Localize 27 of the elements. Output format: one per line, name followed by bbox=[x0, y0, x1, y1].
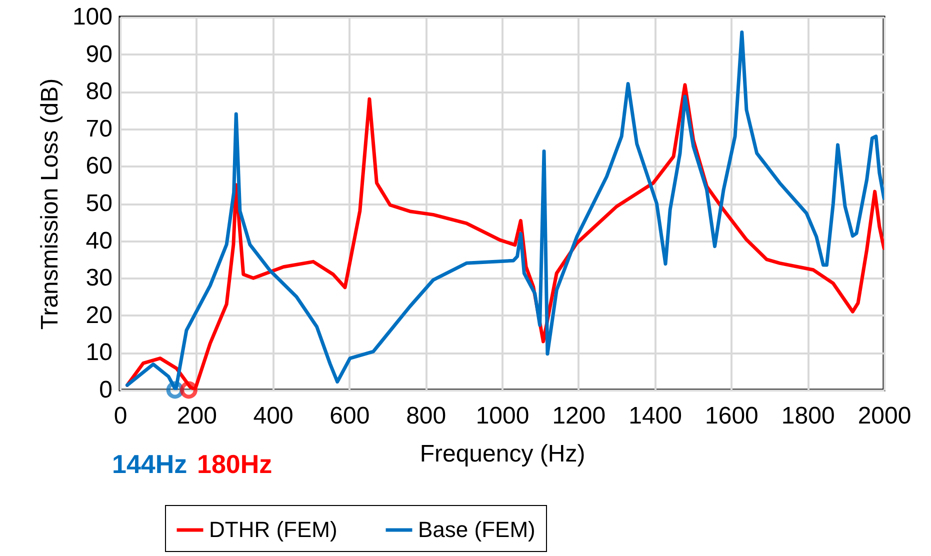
x-axis-title: Frequency (Hz) bbox=[420, 440, 586, 468]
x-tick-label: 1800 bbox=[781, 402, 835, 430]
y-tick-label: 60 bbox=[86, 152, 112, 180]
annotation: 180Hz bbox=[197, 449, 272, 479]
y-axis-title: Transmission Loss (dB) bbox=[36, 78, 64, 330]
x-tick-label: 400 bbox=[253, 402, 294, 430]
y-tick-label: 70 bbox=[86, 115, 112, 142]
y-tick-label: 0 bbox=[99, 376, 112, 404]
y-tick-label: 40 bbox=[86, 227, 112, 254]
y-tick-label: 100 bbox=[72, 4, 112, 30]
legend-label: Base (FEM) bbox=[418, 517, 536, 542]
x-tick-label: 2000 bbox=[858, 402, 912, 430]
x-tick-label: 800 bbox=[406, 402, 446, 430]
annotation: 144Hz bbox=[112, 449, 188, 479]
legend-label: DTHR (FEM) bbox=[209, 517, 338, 542]
x-tick-label: 1600 bbox=[705, 402, 758, 430]
x-tick-label: 600 bbox=[330, 402, 370, 430]
x-tick-label: 200 bbox=[176, 402, 217, 430]
x-tick-label: 1200 bbox=[552, 402, 606, 430]
y-tick-label: 90 bbox=[86, 40, 112, 68]
x-tick-label: 1000 bbox=[476, 402, 530, 430]
y-tick-label: 50 bbox=[86, 190, 112, 217]
y-tick-label: 30 bbox=[86, 264, 112, 292]
y-tick-label: 80 bbox=[86, 78, 112, 106]
y-tick-label: 10 bbox=[86, 339, 112, 366]
y-tick-label: 20 bbox=[86, 302, 112, 329]
x-tick-label: 1400 bbox=[628, 402, 682, 430]
